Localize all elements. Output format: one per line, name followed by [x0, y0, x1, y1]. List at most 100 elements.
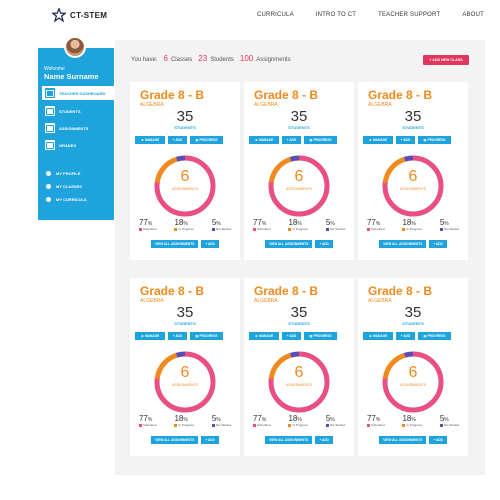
assignments-donut — [268, 155, 330, 217]
students-count: 35 — [290, 108, 308, 125]
chart-icon: ▤ — [195, 138, 199, 142]
stat-submitted: 77% Submitted — [138, 218, 157, 231]
progress-button[interactable]: ▤ PROGRESS — [304, 136, 337, 144]
progress-button[interactable]: ▤ PROGRESS — [418, 136, 451, 144]
view-all-assignments-button[interactable]: VIEW ALL ASSIGNMENTS — [151, 436, 199, 444]
donut-not-started — [268, 155, 330, 217]
nav-teacher-support[interactable]: TEACHER SUPPORT — [378, 12, 441, 18]
add-student-button[interactable]: + ADD — [168, 136, 187, 144]
class-title[interactable]: Grade 8 - B — [140, 88, 205, 102]
sidebar-item-my-curricula[interactable]: MY CURRICULA — [46, 197, 87, 202]
class-title[interactable]: Grade 8 - B — [140, 284, 205, 298]
students-label: STUDENTS — [402, 321, 424, 326]
users-icon: ☻ — [368, 334, 373, 338]
add-assignment-button[interactable]: + ADD — [315, 436, 333, 444]
assignments-count: 6 — [180, 364, 190, 381]
stat-not-started: 5% Not Started — [325, 414, 345, 427]
manage-button[interactable]: ☻ MANAGE — [135, 332, 165, 340]
stat-in-progress: 18% In Progress — [288, 414, 308, 427]
manage-button[interactable]: ☻ MANAGE — [363, 136, 393, 144]
manage-button[interactable]: ☻ MANAGE — [249, 136, 279, 144]
add-student-button[interactable]: + ADD — [168, 332, 187, 340]
add-student-button[interactable]: + ADD — [282, 332, 301, 340]
summary-prefix: You have: — [131, 57, 158, 63]
assignments-count: 6 — [408, 168, 418, 185]
assignment-actions: VIEW ALL ASSIGNMENTS + ADD — [130, 436, 240, 444]
assignment-stats: 77% Submitted 18% In Progress 5% Not Sta… — [358, 414, 468, 427]
assignment-actions: VIEW ALL ASSIGNMENTS + ADD — [130, 240, 240, 248]
assignment-stats: 77% Submitted 18% In Progress 5% Not Sta… — [244, 218, 354, 231]
manage-button[interactable]: ☻ MANAGE — [363, 332, 393, 340]
view-all-assignments-button[interactable]: VIEW ALL ASSIGNMENTS — [379, 240, 427, 248]
stat-in-progress: 18% In Progress — [402, 218, 422, 231]
sidebar-item-teacher-dashboard[interactable]: TEACHER DASHBOARD — [42, 86, 114, 100]
class-title[interactable]: Grade 8 - B — [368, 284, 433, 298]
class-title[interactable]: Grade 8 - B — [254, 88, 319, 102]
profile-icon — [46, 171, 51, 176]
students-label: STUDENTS — [402, 125, 424, 130]
add-assignment-button[interactable]: + ADD — [429, 436, 447, 444]
sidebar-item-label: STUDENTS — [59, 108, 81, 114]
assignment-actions: VIEW ALL ASSIGNMENTS + ADD — [244, 240, 354, 248]
stat-in-progress: 18% In Progress — [174, 414, 194, 427]
users-icon: ☻ — [254, 334, 259, 338]
students-count: 23 — [198, 54, 208, 63]
sidebar-item-grades[interactable]: GRADES — [42, 138, 112, 152]
add-student-button[interactable]: + ADD — [282, 136, 301, 144]
progress-button[interactable]: ▤ PROGRESS — [418, 332, 451, 340]
add-assignment-button[interactable]: + ADD — [201, 240, 219, 248]
donut-not-started — [154, 351, 216, 413]
class-card: Grade 8 - B ALGEBRA 35 STUDENTS ☻ MANAGE … — [130, 278, 240, 456]
class-subject: ALGEBRA — [368, 102, 392, 108]
assignment-stats: 77% Submitted 18% In Progress 5% Not Sta… — [130, 414, 240, 427]
manage-button[interactable]: ☻ MANAGE — [249, 332, 279, 340]
sidebar-item-students[interactable]: STUDENTS — [42, 104, 112, 118]
view-all-assignments-button[interactable]: VIEW ALL ASSIGNMENTS — [265, 240, 313, 248]
assignments-donut — [268, 351, 330, 413]
donut-not-started — [154, 155, 216, 217]
class-title[interactable]: Grade 8 - B — [254, 284, 319, 298]
curricula-icon — [46, 197, 51, 202]
classes-icon — [46, 184, 51, 189]
add-student-button[interactable]: + ADD — [396, 332, 415, 340]
add-new-class-button[interactable]: + ADD NEW CLASS — [423, 55, 469, 65]
manage-button[interactable]: ☻ MANAGE — [135, 136, 165, 144]
avatar[interactable] — [64, 36, 86, 58]
sidebar-item-my-classes[interactable]: MY CLASSES — [46, 184, 82, 189]
nav-curricula[interactable]: CURRICULA — [256, 12, 294, 18]
stat-submitted: 77% Submitted — [366, 218, 385, 231]
assignments-label: ASSIGNMENTS — [399, 383, 427, 387]
add-assignment-button[interactable]: + ADD — [429, 240, 447, 248]
view-all-assignments-button[interactable]: VIEW ALL ASSIGNMENTS — [151, 240, 199, 248]
assignments-count: 6 — [408, 364, 418, 381]
progress-button[interactable]: ▤ PROGRESS — [190, 332, 223, 340]
add-assignment-button[interactable]: + ADD — [201, 436, 219, 444]
view-all-assignments-button[interactable]: VIEW ALL ASSIGNMENTS — [265, 436, 313, 444]
add-assignment-button[interactable]: + ADD — [315, 240, 333, 248]
students-count: 35 — [404, 304, 422, 321]
logo[interactable]: CT-STEM — [52, 8, 107, 22]
class-subject: ALGEBRA — [254, 102, 278, 108]
class-card: Grade 8 - B ALGEBRA 35 STUDENTS ☻ MANAGE … — [358, 82, 468, 260]
sidebar-item-my-profile[interactable]: MY PROFILE — [46, 171, 80, 176]
sidebar: Welcome Name Surname TEACHER DASHBOARD S… — [38, 36, 114, 220]
students-count: 35 — [176, 108, 194, 125]
assignments-label: ASSIGNMENTS — [171, 383, 199, 387]
progress-button[interactable]: ▤ PROGRESS — [304, 332, 337, 340]
progress-button[interactable]: ▤ PROGRESS — [190, 136, 223, 144]
class-card: Grade 8 - B ALGEBRA 35 STUDENTS ☻ MANAGE … — [130, 82, 240, 260]
sidebar-item-label: ASSIGNMENTS — [59, 125, 89, 131]
assignments-count: 6 — [294, 364, 304, 381]
nav-about[interactable]: ABOUT — [462, 12, 484, 18]
user-name: Name Surname — [44, 72, 99, 81]
chart-icon: ▤ — [423, 334, 427, 338]
assignments-donut — [382, 351, 444, 413]
add-student-button[interactable]: + ADD — [396, 136, 415, 144]
donut-not-started — [382, 155, 444, 217]
nav-intro-to-ct[interactable]: INTRO TO CT — [315, 12, 357, 18]
sidebar-item-assignments[interactable]: ASSIGNMENTS — [42, 121, 112, 135]
class-title[interactable]: Grade 8 - B — [368, 88, 433, 102]
stat-submitted: 77% Submitted — [138, 414, 157, 427]
view-all-assignments-button[interactable]: VIEW ALL ASSIGNMENTS — [379, 436, 427, 444]
class-card: Grade 8 - B ALGEBRA 35 STUDENTS ☻ MANAGE … — [244, 82, 354, 260]
